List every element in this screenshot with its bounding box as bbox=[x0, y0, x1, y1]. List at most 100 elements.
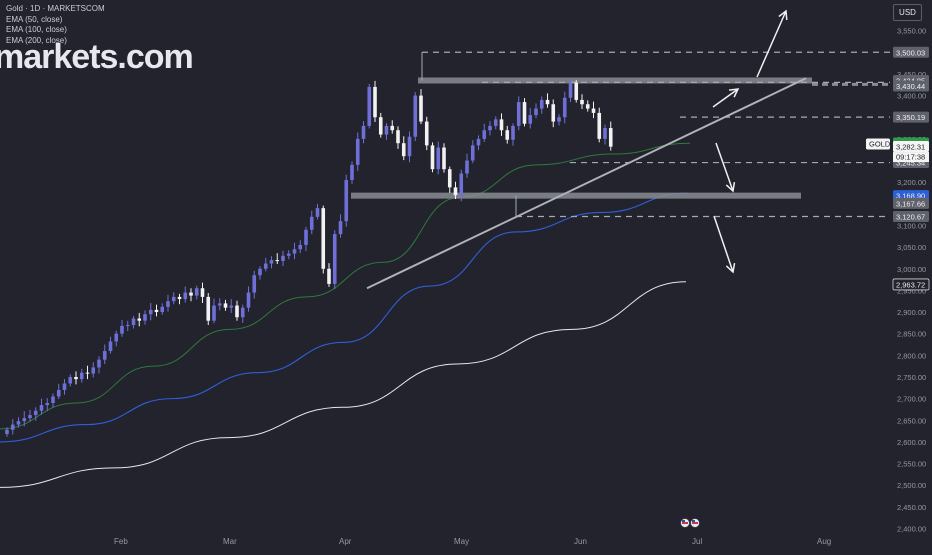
candle-body bbox=[608, 128, 613, 147]
candle-body bbox=[424, 121, 429, 146]
candle-body bbox=[5, 429, 9, 435]
candle-body bbox=[246, 292, 251, 308]
y-tick-label: 2,650.00 bbox=[897, 416, 926, 425]
candle-body bbox=[309, 216, 314, 230]
y-tick-label: 3,050.00 bbox=[897, 243, 926, 252]
support-zone bbox=[351, 192, 801, 199]
ema50-line bbox=[0, 142, 691, 430]
countdown-box bbox=[893, 152, 929, 163]
legend-ema200: EMA (200, close) bbox=[6, 35, 67, 45]
arrow-down-target-head bbox=[725, 263, 736, 274]
candle-body bbox=[189, 292, 193, 296]
price-label: 3,120.67 bbox=[896, 213, 925, 222]
brand-watermark: markets.com bbox=[0, 38, 194, 76]
candle-body bbox=[263, 263, 268, 269]
candle-body bbox=[217, 303, 222, 306]
y-tick-label: 2,600.00 bbox=[897, 438, 926, 447]
y-tick-label: 3,100.00 bbox=[897, 221, 926, 230]
candle-body bbox=[344, 180, 349, 222]
candle-body bbox=[453, 187, 458, 196]
candle-body bbox=[114, 333, 119, 342]
candle-body bbox=[585, 104, 590, 109]
candle-body bbox=[286, 253, 291, 256]
x-tick-label: Jul bbox=[692, 537, 702, 546]
candle-body bbox=[557, 117, 561, 122]
candle-body bbox=[10, 424, 15, 430]
candle-body bbox=[522, 102, 527, 124]
candle-body bbox=[16, 421, 21, 425]
arrow-down-target bbox=[713, 215, 734, 273]
candle-body bbox=[545, 99, 550, 105]
candle-body bbox=[332, 234, 337, 284]
price-label-box bbox=[893, 111, 929, 123]
y-tick-label: 2,400.00 bbox=[897, 525, 926, 534]
candle-body bbox=[534, 108, 538, 116]
currency-button[interactable]: USD bbox=[893, 4, 922, 21]
candle-body bbox=[258, 268, 262, 276]
candle-body bbox=[79, 372, 84, 380]
candle-body bbox=[338, 221, 343, 235]
event-flag-canton bbox=[682, 520, 685, 522]
candle-body bbox=[591, 108, 596, 113]
trendline bbox=[366, 77, 807, 290]
candle-body bbox=[539, 99, 544, 109]
ema100-line bbox=[0, 192, 689, 443]
candle-body bbox=[143, 314, 147, 321]
legend-title: Gold · 1D · MARKETSCOM bbox=[6, 4, 105, 13]
candle-body bbox=[125, 325, 130, 327]
candle-body bbox=[315, 208, 320, 217]
event-flag-canton bbox=[692, 520, 695, 522]
y-tick-label: 2,700.00 bbox=[897, 395, 926, 404]
candle-body bbox=[327, 268, 331, 284]
arrow-up-breakout-head bbox=[778, 9, 788, 21]
y-tick-label: 3,200.00 bbox=[897, 178, 926, 187]
candle-body bbox=[68, 376, 73, 384]
candle-body bbox=[62, 383, 67, 390]
candle-body bbox=[401, 143, 406, 157]
candle-body bbox=[45, 402, 50, 406]
arrow-up-small bbox=[712, 88, 739, 108]
arrow-up-small-head bbox=[728, 88, 740, 98]
candle-body bbox=[419, 95, 423, 122]
candle-body bbox=[304, 229, 308, 245]
candle-body bbox=[102, 351, 107, 360]
y-tick-label: 2,450.00 bbox=[897, 503, 926, 512]
event-flag-stripe bbox=[692, 522, 698, 524]
candle-body bbox=[442, 147, 446, 170]
candle-body bbox=[378, 117, 383, 135]
price-label: 3,350.19 bbox=[896, 113, 925, 122]
candle-body bbox=[350, 164, 354, 181]
candle-body bbox=[447, 169, 452, 188]
candle-body bbox=[562, 97, 567, 118]
x-tick-label: May bbox=[454, 537, 469, 546]
price-label: 3,168.90 bbox=[896, 192, 925, 201]
candle-body bbox=[482, 130, 487, 139]
price-label-box bbox=[893, 141, 929, 153]
candle-body bbox=[574, 82, 579, 100]
candle-body bbox=[183, 292, 188, 300]
candle-body bbox=[568, 82, 573, 98]
price-label-box bbox=[893, 211, 929, 223]
price-label: 3,500.03 bbox=[896, 48, 925, 57]
candle-body bbox=[413, 95, 418, 137]
candle-body bbox=[470, 145, 475, 161]
candle-body bbox=[91, 367, 96, 374]
candle-body bbox=[511, 125, 515, 140]
resistance-zone bbox=[418, 77, 812, 84]
price-label-box bbox=[892, 278, 930, 291]
candle-body bbox=[97, 359, 101, 368]
y-tick-label: 2,500.00 bbox=[897, 481, 926, 490]
y-tick-label: 3,550.00 bbox=[897, 27, 926, 36]
candle-body bbox=[229, 305, 234, 308]
candle-body bbox=[200, 288, 205, 297]
candle-body bbox=[148, 309, 153, 315]
candle-body bbox=[171, 296, 176, 302]
candle-body bbox=[137, 318, 142, 321]
legend-ema50: EMA (50, close) bbox=[6, 14, 63, 24]
symbol-tag: GOLD bbox=[869, 140, 891, 149]
candle-body bbox=[240, 307, 245, 318]
candle-body bbox=[235, 305, 239, 318]
candle-body bbox=[85, 372, 90, 374]
